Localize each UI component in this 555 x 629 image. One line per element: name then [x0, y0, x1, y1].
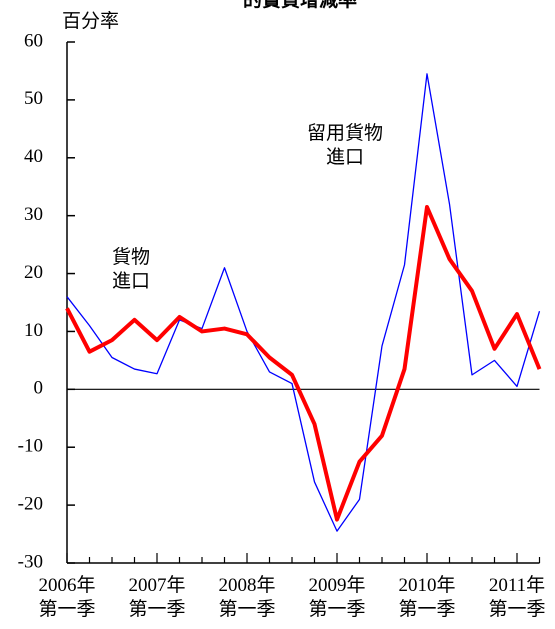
series-label: 留用貨物 進口	[307, 123, 384, 168]
y-tick-label: 50	[24, 88, 43, 109]
y-tick-label: 60	[24, 30, 43, 51]
series-label: 貨物 進口	[112, 247, 151, 292]
line-series	[65, 204, 542, 522]
x-tick-label: 2006年 第一季	[38, 575, 96, 620]
y-tick-label: 20	[24, 262, 43, 283]
y-axis-label: 百分率	[62, 11, 120, 32]
x-tick-label: 2009年 第一季	[308, 575, 366, 620]
y-tick-label: 10	[24, 320, 43, 341]
x-tick-label: 2008年 第一季	[218, 575, 276, 620]
x-tick-label: 2007年 第一季	[128, 575, 186, 620]
line-series	[66, 73, 541, 532]
y-tick-label: -30	[18, 551, 43, 572]
y-tick-label: 0	[34, 378, 44, 399]
y-tick-label: 40	[24, 146, 43, 167]
x-tick-label: 2011年 第一季	[488, 575, 546, 620]
y-tick-label: 30	[24, 204, 43, 225]
x-tick-label: 2010年 第一季	[398, 575, 456, 620]
y-tick-label: -20	[18, 493, 43, 514]
chart-title: 的實質增減率	[242, 0, 357, 11]
y-tick-label: -10	[18, 436, 43, 457]
